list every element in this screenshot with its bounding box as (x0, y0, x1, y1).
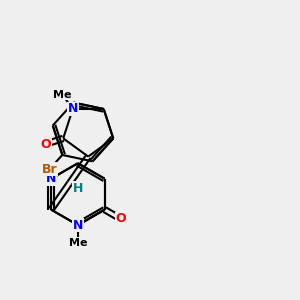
Text: O: O (115, 212, 126, 225)
Text: Br: Br (42, 163, 57, 176)
Text: O: O (40, 137, 51, 151)
Text: Me: Me (69, 238, 87, 248)
Text: N: N (73, 219, 83, 232)
Text: Me: Me (53, 90, 72, 100)
Text: N: N (68, 103, 78, 116)
Text: N: N (46, 172, 56, 185)
Text: H: H (73, 182, 83, 195)
